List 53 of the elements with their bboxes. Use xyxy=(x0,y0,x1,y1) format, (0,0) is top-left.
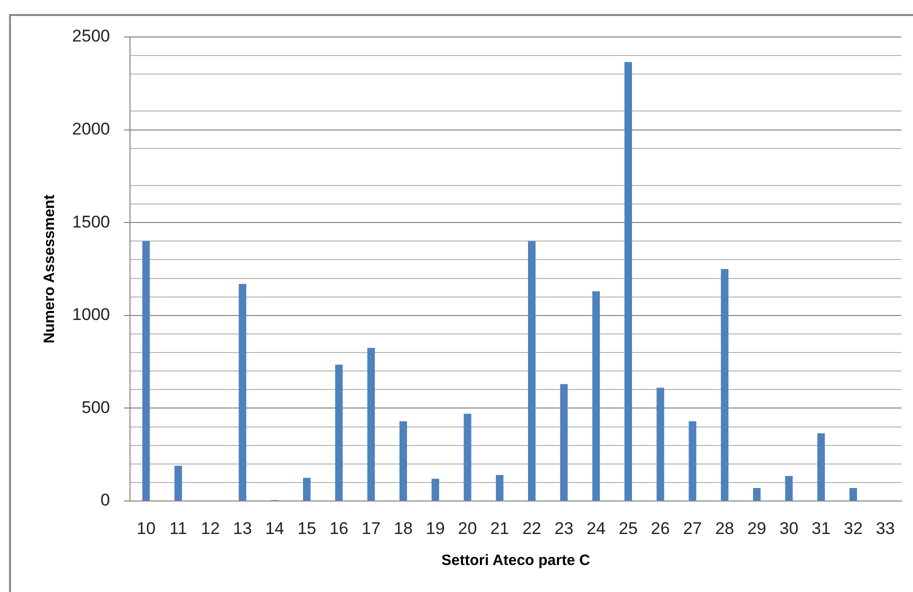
bar xyxy=(753,488,761,500)
x-tick-label: 22 xyxy=(522,518,542,538)
x-tick-label: 28 xyxy=(715,518,734,538)
x-tick-label: 19 xyxy=(426,518,445,538)
x-tick-label: 25 xyxy=(618,518,638,538)
y-tick-label: 500 xyxy=(82,398,110,417)
bar xyxy=(303,478,311,500)
x-tick-label: 11 xyxy=(169,518,188,538)
x-tick-label: 10 xyxy=(136,518,156,538)
bar xyxy=(238,284,246,500)
x-tick-label: 20 xyxy=(458,518,477,538)
bar xyxy=(560,384,568,500)
x-tick-label: 13 xyxy=(233,518,252,538)
y-tick-label: 1000 xyxy=(72,305,110,324)
bar xyxy=(174,466,182,500)
x-tick-label: 17 xyxy=(362,518,381,538)
bar xyxy=(849,488,858,500)
x-tick-label: 18 xyxy=(394,518,413,538)
bar xyxy=(367,348,375,500)
x-tick-label: 23 xyxy=(554,518,574,538)
y-axis-title: Numero Assessment xyxy=(41,194,58,344)
bar xyxy=(656,388,664,500)
x-tick-label: 16 xyxy=(329,518,348,538)
x-tick-label: 30 xyxy=(779,518,798,538)
x-tick-label: 12 xyxy=(200,518,220,538)
x-tick-label: 29 xyxy=(747,518,766,538)
bar xyxy=(432,478,440,500)
x-tick-label: 33 xyxy=(876,518,895,538)
x-tick-label: 14 xyxy=(265,518,284,538)
bar xyxy=(528,241,536,500)
bar xyxy=(720,269,728,500)
y-tick-label: 1500 xyxy=(72,212,110,232)
x-tick-label: 15 xyxy=(297,518,316,538)
x-axis-title: Settori Ateco parte C xyxy=(441,552,590,570)
bar xyxy=(142,241,150,500)
y-tick-label: 2000 xyxy=(72,119,110,138)
x-tick-label: 32 xyxy=(844,518,863,538)
bar xyxy=(817,433,825,500)
x-tick-label: 21 xyxy=(490,518,510,538)
y-tick-label: 2500 xyxy=(72,26,110,46)
x-tick-label: 31 xyxy=(812,518,831,538)
x-tick-label: 27 xyxy=(683,518,702,538)
y-tick-label: 0 xyxy=(100,490,110,510)
x-tick-label: 24 xyxy=(586,518,606,538)
x-tick-label: 26 xyxy=(650,518,670,538)
bar xyxy=(335,364,343,500)
bar xyxy=(496,475,504,500)
bar xyxy=(624,62,632,500)
bar xyxy=(399,421,407,500)
bar xyxy=(688,421,696,500)
bar xyxy=(464,414,472,500)
bar xyxy=(592,291,600,500)
bar xyxy=(785,476,793,500)
